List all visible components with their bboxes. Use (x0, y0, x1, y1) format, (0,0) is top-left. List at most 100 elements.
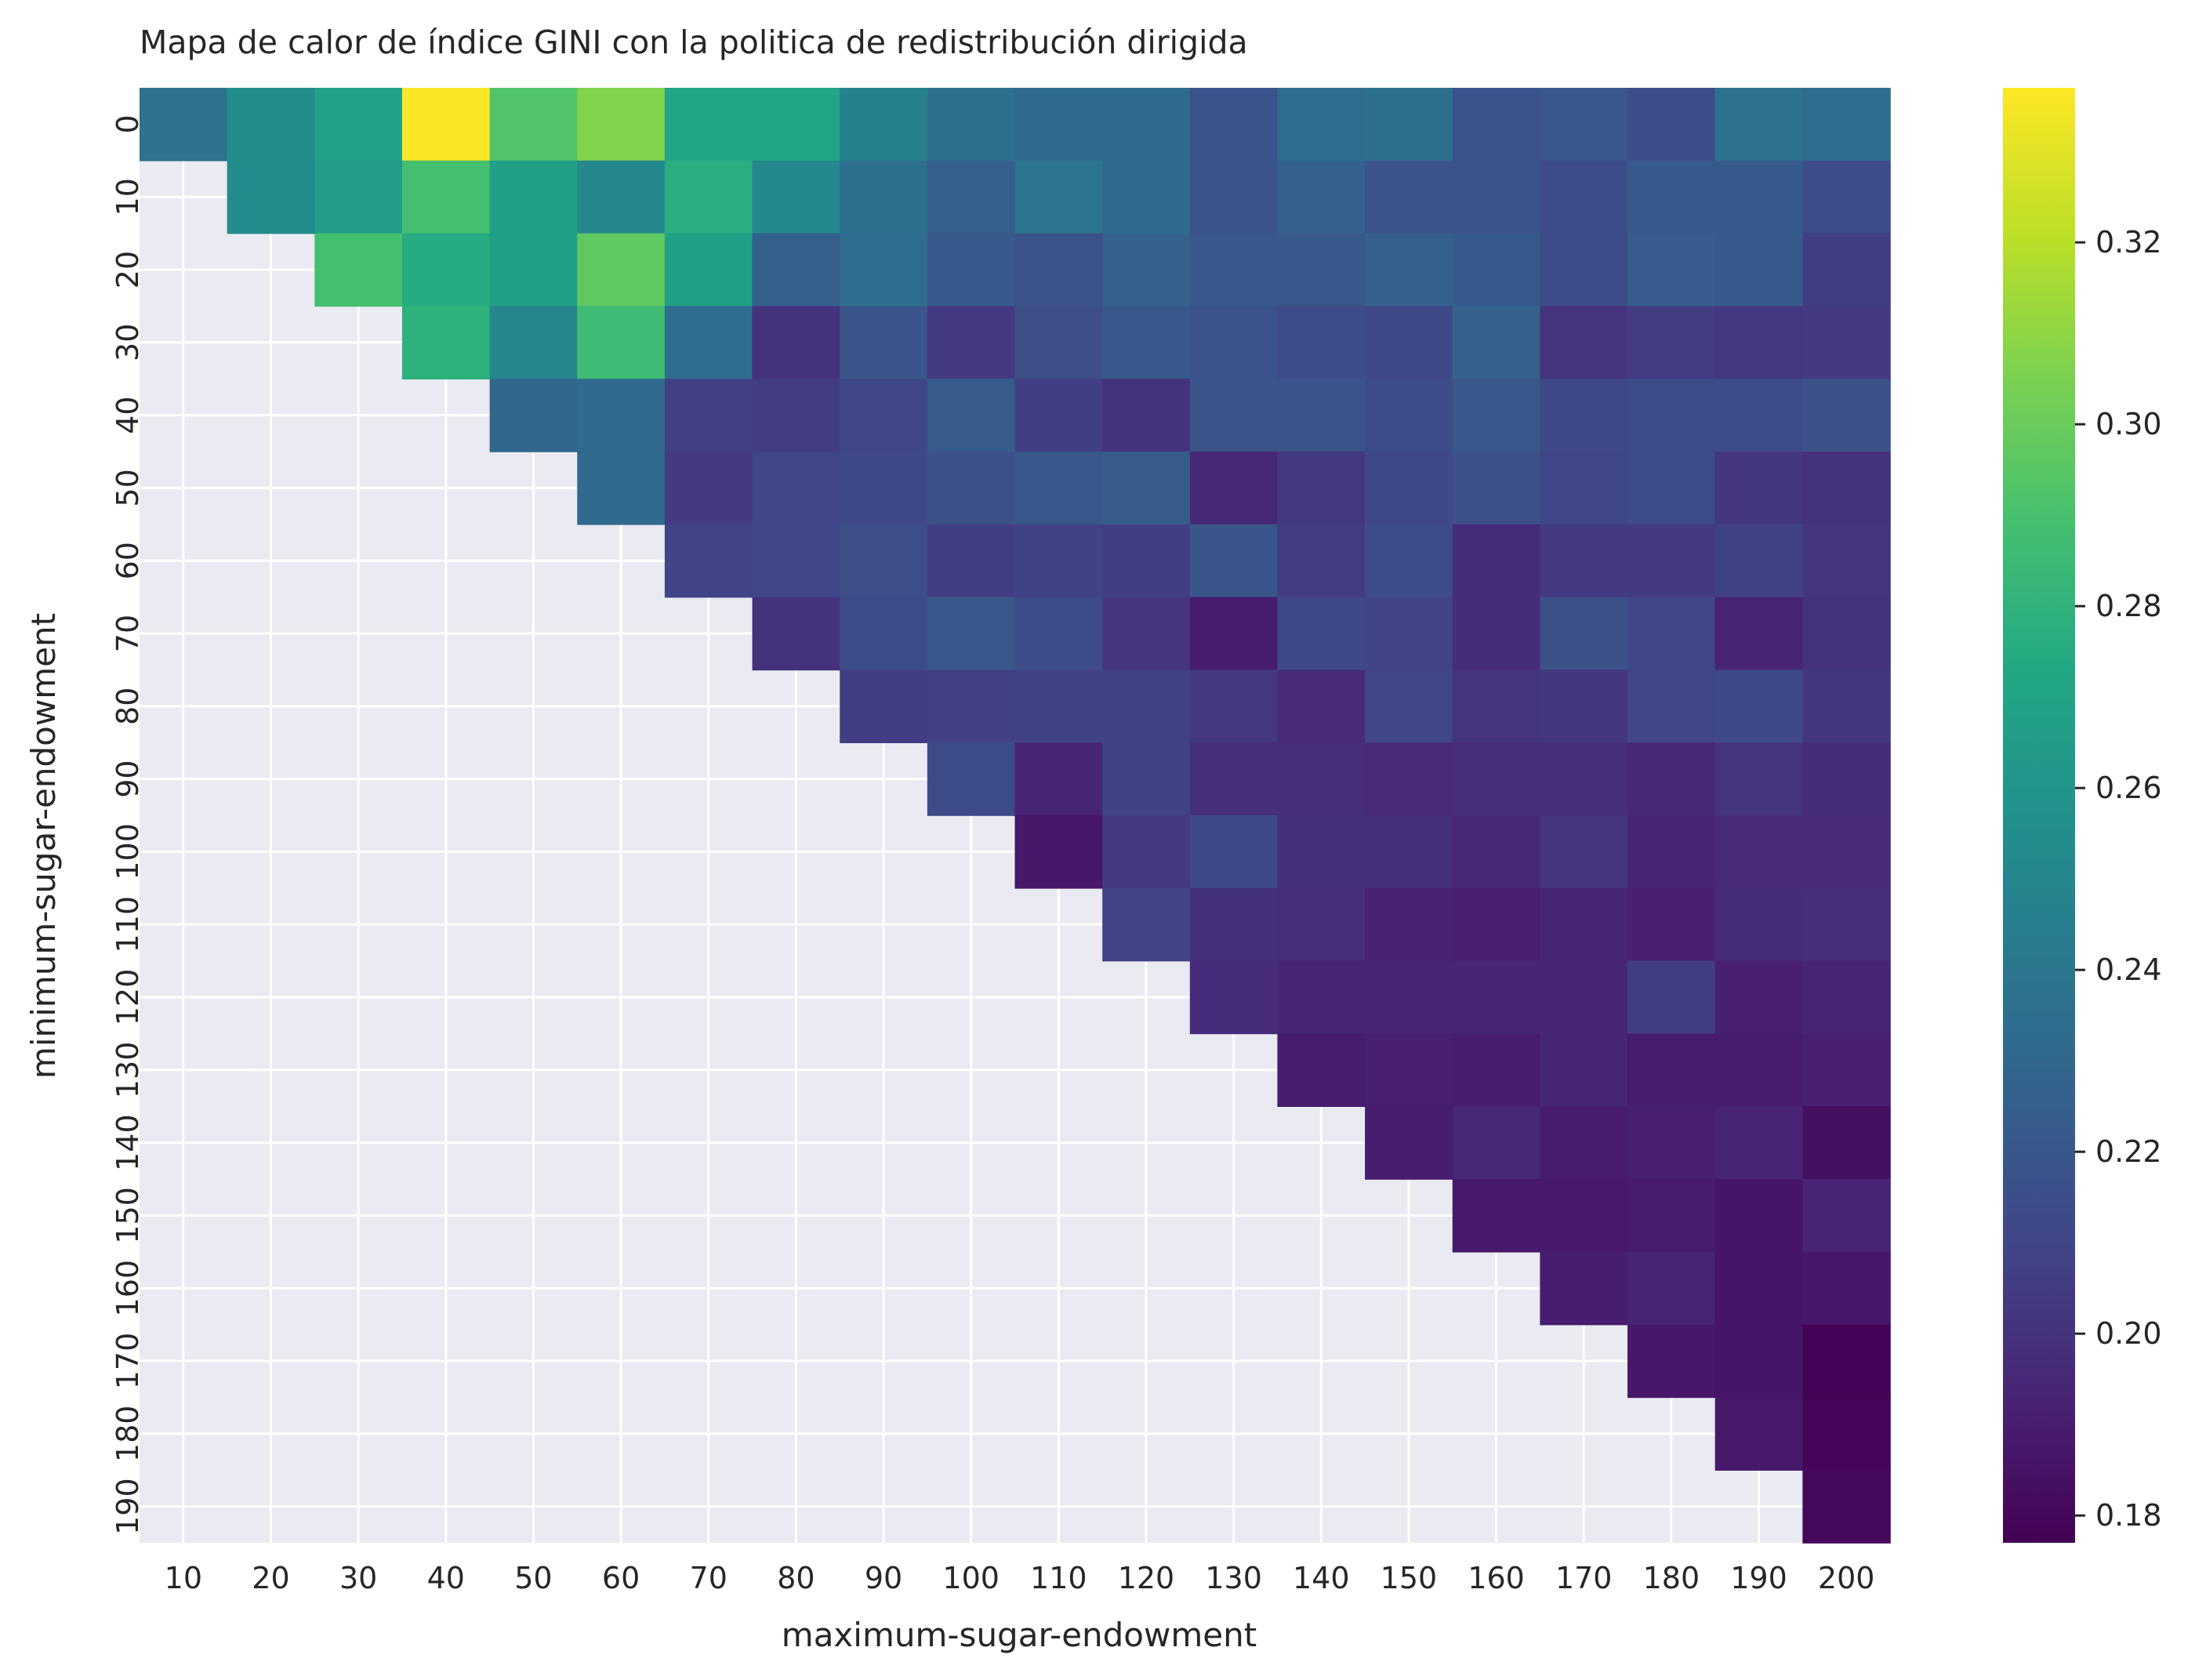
y-tick-label: 80 (111, 688, 145, 725)
heatmap-cell (1365, 742, 1453, 816)
heatmap-cell (927, 452, 1016, 525)
heatmap-cell (927, 233, 1016, 307)
heatmap-cell (1714, 887, 1804, 962)
heatmap-cell (1540, 452, 1628, 525)
x-tick-label: 40 (427, 1561, 465, 1595)
y-tick-label: 10 (111, 178, 145, 216)
heatmap-cell (1277, 379, 1366, 452)
heatmap-cell (1540, 1033, 1628, 1107)
heatmap-cell (1452, 306, 1541, 379)
heatmap-cell (752, 452, 840, 525)
heatmap-cell (1802, 1324, 1891, 1399)
colorbar-tick-label: 0.18 (2095, 1498, 2162, 1533)
colorbar-tick-label: 0.24 (2095, 952, 2162, 987)
heatmap-cell (1714, 742, 1804, 816)
y-tick-label: 60 (111, 542, 145, 579)
x-tick-label: 80 (777, 1561, 815, 1595)
heatmap-cell (1802, 597, 1891, 671)
heatmap-cell (1452, 742, 1541, 816)
heatmap-cell (1277, 960, 1366, 1035)
heatmap-cell (1802, 1251, 1891, 1326)
heatmap-cell (489, 306, 579, 379)
heatmap-cell (1802, 669, 1891, 743)
heatmap-cell (1014, 233, 1103, 307)
x-tick-label: 150 (1381, 1561, 1438, 1595)
heatmap-cell (1540, 669, 1628, 743)
heatmap-cell (752, 379, 840, 452)
heatmap-cell (1627, 306, 1716, 379)
heatmap-cell (840, 379, 928, 452)
heatmap-cell (1365, 306, 1453, 379)
heatmap-cell (1802, 160, 1891, 234)
heatmap-cell (1452, 597, 1541, 671)
heatmap-cell (1540, 379, 1628, 452)
heatmap-cell (1714, 815, 1804, 889)
heatmap-cell (1102, 306, 1191, 379)
heatmap-cell (1714, 306, 1804, 379)
colorbar-tick-label: 0.22 (2095, 1134, 2162, 1169)
heatmap-cell (1365, 887, 1453, 962)
heatmap-cell (840, 233, 928, 307)
heatmap-cell (927, 88, 1016, 161)
heatmap-cell (1452, 88, 1541, 161)
heatmap-cell (1102, 815, 1191, 889)
heatmap-cell (1189, 960, 1279, 1035)
x-tick-label: 110 (1030, 1561, 1087, 1595)
heatmap-cell (1802, 1106, 1891, 1180)
heatmap-cell (1277, 815, 1366, 889)
heatmap-cell (1277, 88, 1366, 161)
heatmap-cell (927, 742, 1016, 816)
heatmap-cell (840, 524, 928, 598)
heatmap-cell (1802, 1470, 1891, 1544)
heatmap-cell (1452, 815, 1541, 889)
heatmap-cell (1365, 233, 1453, 307)
y-tick-label: 120 (111, 969, 145, 1026)
heatmap-cell (1627, 1033, 1716, 1107)
x-tick-label: 10 (165, 1561, 202, 1595)
x-tick-label: 100 (942, 1561, 1000, 1595)
heatmap-cell (227, 160, 316, 234)
heatmap-cell (577, 379, 666, 452)
y-tick-label: 90 (111, 760, 145, 797)
y-tick-label: 70 (111, 615, 145, 652)
heatmap-cell (1540, 742, 1628, 816)
heatmap-cell (1014, 815, 1103, 889)
heatmap-cell (840, 160, 928, 234)
heatmap-cell (1189, 669, 1279, 743)
heatmap-cell (1714, 960, 1804, 1035)
heatmap-cell (1365, 88, 1453, 161)
colorbar-tick-label: 0.28 (2095, 589, 2162, 623)
heatmap-cell (1365, 160, 1453, 234)
heatmap-cell (1189, 524, 1279, 598)
heatmap-cell (664, 524, 753, 598)
heatmap-cell (1452, 960, 1541, 1035)
x-tick-label: 180 (1643, 1561, 1700, 1595)
heatmap-cell (401, 233, 491, 307)
heatmap-cell (1102, 88, 1191, 161)
heatmap-cell (489, 233, 579, 307)
heatmap-cell (401, 306, 491, 379)
heatmap-cell (1452, 1106, 1541, 1180)
heatmap-cell (1540, 597, 1628, 671)
heatmap-cell (1714, 160, 1804, 234)
heatmap-cell (577, 306, 666, 379)
heatmap-cell (1802, 1179, 1891, 1253)
heatmap-cell (1714, 597, 1804, 671)
heatmap-cell (401, 160, 491, 234)
heatmap-cell (1540, 160, 1628, 234)
heatmap-cell (1540, 306, 1628, 379)
heatmap-cell (1627, 742, 1716, 816)
heatmap-cell (1102, 597, 1191, 671)
x-tick-label: 140 (1293, 1561, 1350, 1595)
heatmap-cell (1714, 1251, 1804, 1326)
colorbar-ticks: 0.18 0.20 0.22 0.24 0.26 0.28 0.30 0.32 (2075, 225, 2162, 1533)
heatmap-cell (1365, 815, 1453, 889)
x-tick-label: 30 (339, 1561, 377, 1595)
heatmap-cell (577, 233, 666, 307)
heatmap-cell (1802, 887, 1891, 962)
colorbar (2003, 88, 2075, 1543)
heatmap-cell (1277, 669, 1366, 743)
y-tick-label: 190 (111, 1478, 145, 1535)
heatmap-cell (1365, 379, 1453, 452)
heatmap-cell (1102, 160, 1191, 234)
